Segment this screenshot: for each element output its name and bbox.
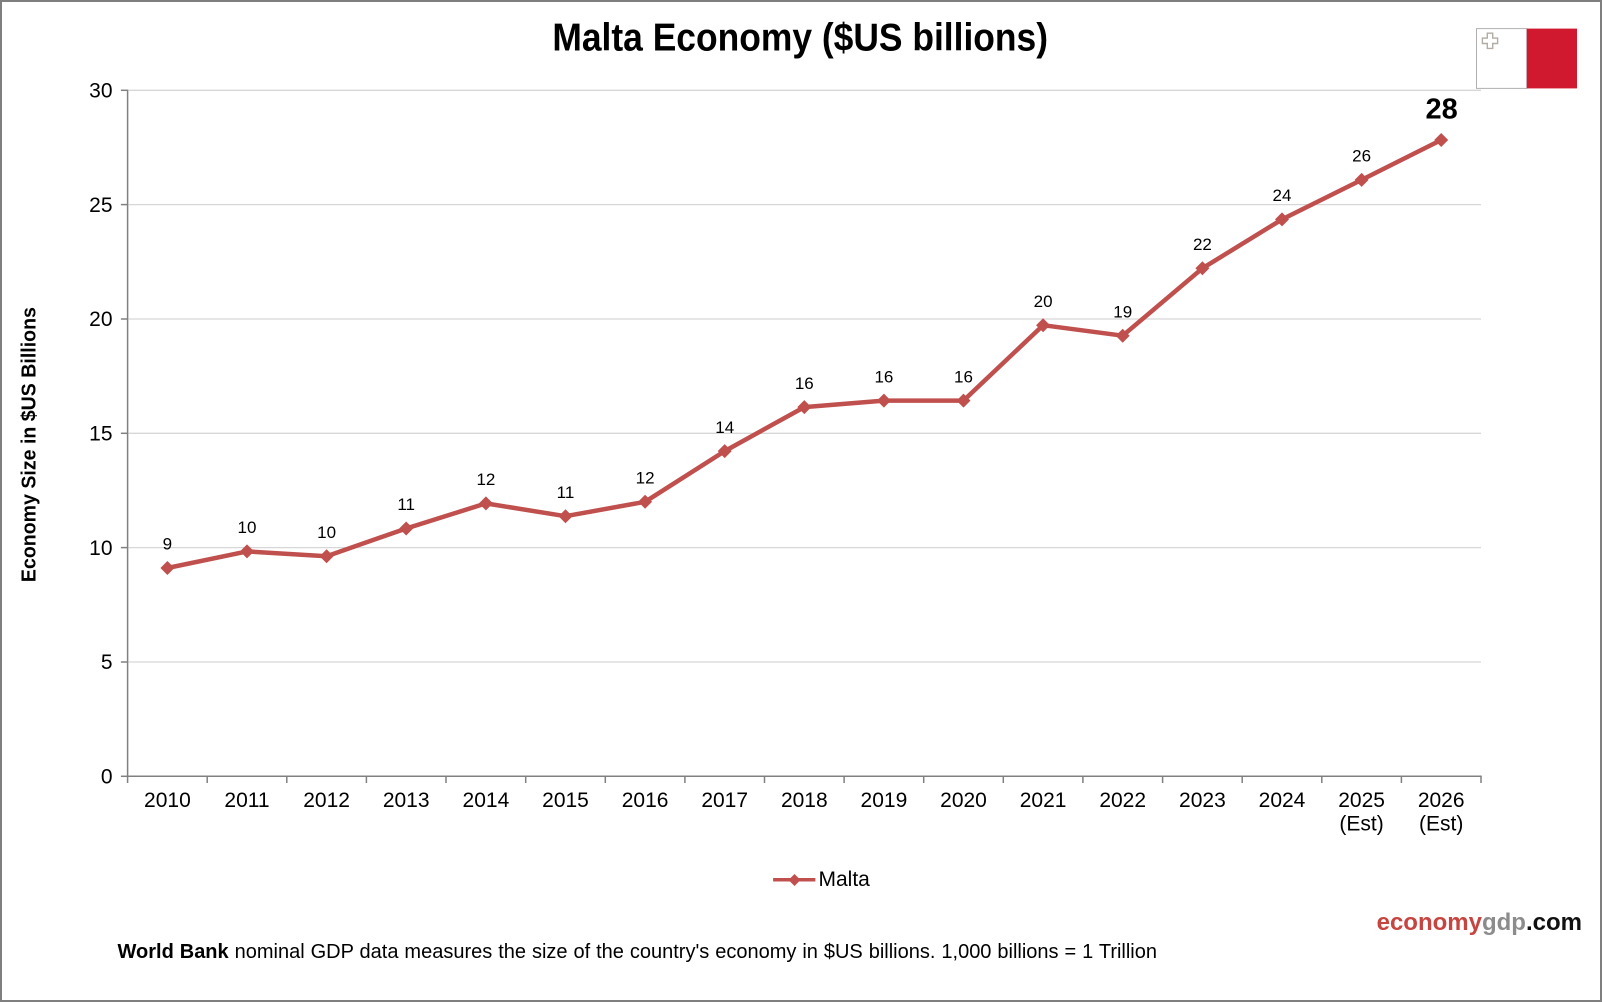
svg-text:2019: 2019 (861, 789, 908, 812)
svg-text:(Est): (Est) (1419, 813, 1463, 836)
svg-text:14: 14 (715, 418, 734, 437)
svg-text:10: 10 (317, 523, 336, 542)
svg-text:0: 0 (101, 766, 113, 789)
svg-text:Economy Size in $US Billions: Economy Size in $US Billions (19, 307, 41, 582)
svg-text:12: 12 (476, 470, 495, 489)
svg-text:10: 10 (238, 518, 257, 537)
svg-text:19: 19 (1113, 302, 1132, 321)
svg-text:30: 30 (89, 80, 112, 103)
svg-text:12: 12 (636, 469, 655, 488)
svg-text:26: 26 (1352, 147, 1371, 166)
svg-text:16: 16 (954, 367, 973, 386)
svg-text:2018: 2018 (781, 789, 828, 812)
svg-text:16: 16 (874, 367, 893, 386)
svg-text:Malta: Malta (819, 868, 871, 891)
svg-text:15: 15 (89, 423, 112, 446)
svg-text:2026: 2026 (1418, 789, 1465, 812)
svg-text:2025: 2025 (1338, 789, 1385, 812)
svg-text:2010: 2010 (144, 789, 191, 812)
svg-text:5: 5 (101, 651, 113, 674)
svg-text:Malta Economy ($US billions): Malta Economy ($US billions) (552, 16, 1048, 59)
svg-text:2022: 2022 (1099, 789, 1146, 812)
svg-text:20: 20 (89, 308, 112, 331)
svg-text:20: 20 (1034, 292, 1053, 311)
svg-text:22: 22 (1193, 235, 1212, 254)
svg-text:11: 11 (397, 495, 415, 514)
svg-text:2013: 2013 (383, 789, 430, 812)
svg-text:16: 16 (795, 374, 814, 393)
svg-text:World Bank nominal GDP data me: World Bank nominal GDP data measures the… (118, 941, 1158, 963)
svg-text:2015: 2015 (542, 789, 589, 812)
svg-text:2011: 2011 (224, 789, 269, 812)
svg-text:2014: 2014 (463, 789, 510, 812)
svg-text:2017: 2017 (701, 789, 748, 812)
svg-text:2021: 2021 (1020, 789, 1067, 812)
svg-text:2012: 2012 (303, 789, 350, 812)
svg-text:(Est): (Est) (1339, 813, 1383, 836)
svg-text:11: 11 (557, 483, 575, 502)
svg-text:10: 10 (89, 537, 112, 560)
svg-text:25: 25 (89, 194, 112, 217)
svg-text:28: 28 (1425, 94, 1457, 126)
svg-text:24: 24 (1273, 186, 1292, 205)
svg-text:2023: 2023 (1179, 789, 1226, 812)
svg-text:9: 9 (163, 535, 172, 554)
svg-text:2020: 2020 (940, 789, 987, 812)
svg-text:2024: 2024 (1259, 789, 1306, 812)
svg-text:2016: 2016 (622, 789, 669, 812)
svg-text:economygdp.com: economygdp.com (1377, 909, 1582, 936)
